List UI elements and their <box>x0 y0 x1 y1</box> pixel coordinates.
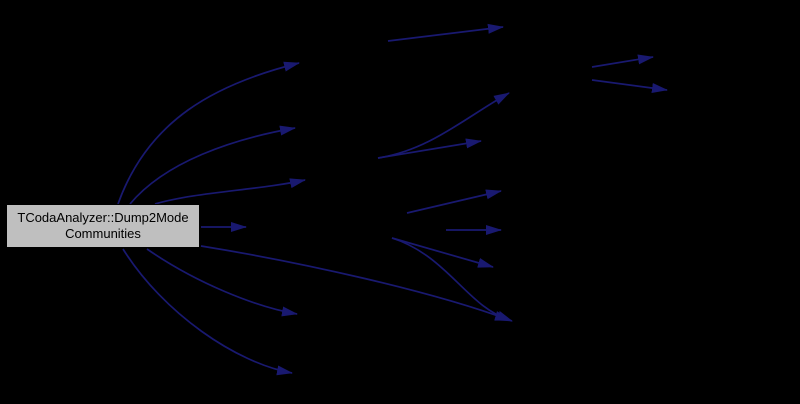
edge-level3-2 <box>591 79 668 93</box>
graph-node-label-line2: Communities <box>65 226 141 241</box>
edge-root-out-2 <box>129 125 296 205</box>
graph-node-dump2mode-communities[interactable]: TCodaAnalyzer::Dump2Mode Communities <box>6 204 200 248</box>
edge-root-out-3 <box>154 178 306 205</box>
graph-node-label-line1: TCodaAnalyzer::Dump2Mode <box>17 210 189 225</box>
edge-level2-7 <box>391 237 511 321</box>
edge-level2-6 <box>391 237 494 268</box>
edge-level2-1 <box>387 23 504 42</box>
edge-root-out-6 <box>146 248 298 317</box>
edge-root-out-5 <box>200 245 513 322</box>
edge-level2-4 <box>406 189 502 214</box>
edge-level2-3 <box>377 138 482 159</box>
edge-level3-1 <box>591 54 654 68</box>
edge-root-out-7 <box>122 248 293 376</box>
edge-level2-2 <box>377 92 510 159</box>
edge-root-out-1 <box>117 61 300 205</box>
